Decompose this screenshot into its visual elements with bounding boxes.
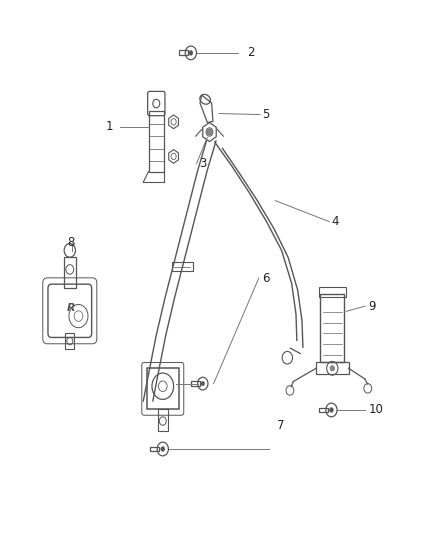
Text: 8: 8 [67,236,75,249]
Circle shape [161,447,165,451]
Text: 3: 3 [200,157,207,170]
Text: 2: 2 [247,46,254,59]
Text: 5: 5 [262,108,270,121]
Text: R: R [67,303,75,313]
Text: 4: 4 [332,215,339,228]
Text: 1: 1 [106,120,113,133]
Circle shape [329,408,333,413]
Circle shape [330,366,335,371]
Text: 10: 10 [368,403,383,416]
Text: 6: 6 [262,272,270,285]
Circle shape [189,51,193,55]
Circle shape [201,382,205,386]
Text: 7: 7 [277,419,285,432]
Text: 9: 9 [368,300,376,312]
Circle shape [207,129,212,135]
